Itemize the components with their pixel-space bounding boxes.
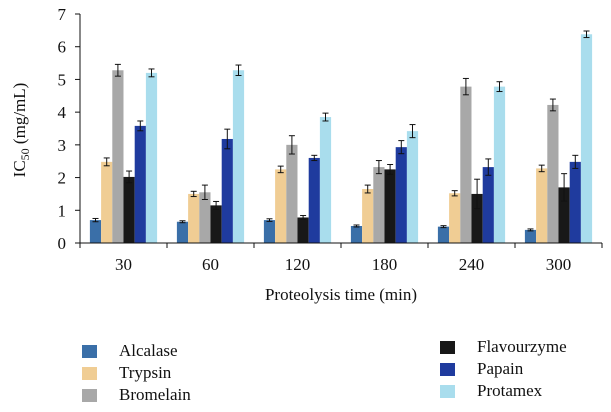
error-bar-trypsin-300 — [538, 164, 545, 173]
error-bar-papain-180 — [398, 140, 405, 155]
bar-alcalase-60 — [176, 221, 189, 243]
error-bar-bromelain-60 — [201, 184, 208, 200]
error-bar-alcalase-60 — [179, 220, 186, 224]
error-bar-bromelain-180 — [375, 160, 382, 175]
bar-trypsin-60 — [188, 193, 200, 243]
bar-flavourzyme-180 — [384, 169, 396, 243]
bar-bromelain-300 — [547, 104, 559, 243]
y-axis-title-main: IC — [10, 160, 29, 177]
error-bar-protamex-60 — [235, 64, 242, 77]
bar-protamex-240 — [493, 86, 506, 243]
bar-bromelain-180 — [373, 167, 385, 243]
error-bar-papain-30 — [137, 120, 144, 132]
y-axis-title-subscript: 50 — [18, 148, 32, 160]
bar-protamex-60 — [232, 70, 245, 244]
bar-papain-30 — [134, 125, 146, 243]
x-tick-label: 60 — [202, 255, 219, 274]
error-bar-protamex-30 — [148, 68, 155, 78]
x-tick-label: 300 — [546, 255, 572, 274]
error-bar-papain-120 — [311, 154, 318, 162]
bar-protamex-30 — [145, 72, 158, 243]
bar-flavourzyme-120 — [297, 217, 309, 243]
error-bar-flavourzyme-60 — [213, 200, 220, 210]
error-bar-protamex-180 — [409, 124, 416, 139]
y-tick-label: 2 — [58, 169, 67, 188]
bar-flavourzyme-300 — [558, 187, 570, 243]
error-bar-trypsin-240 — [451, 190, 458, 197]
error-bar-papain-300 — [572, 154, 579, 169]
error-bar-trypsin-60 — [190, 190, 197, 198]
x-tick-label: 30 — [115, 255, 132, 274]
x-tick-label: 120 — [285, 255, 311, 274]
bar-alcalase-240 — [437, 226, 450, 243]
bar-papain-120 — [308, 157, 320, 243]
error-bars-layer — [92, 30, 590, 232]
bar-flavourzyme-240 — [471, 193, 483, 243]
x-axis-title: Proteolysis time (min) — [265, 285, 417, 304]
error-bar-alcalase-120 — [266, 218, 273, 222]
x-ticks: 30 60 120 180 240 300 — [79, 243, 603, 274]
bar-protamex-120 — [319, 117, 332, 243]
bar-protamex-180 — [406, 131, 419, 243]
error-bar-protamex-240 — [496, 81, 503, 93]
bar-alcalase-120 — [263, 220, 276, 243]
bar-trypsin-30 — [101, 161, 113, 243]
error-bar-bromelain-30 — [114, 63, 121, 77]
y-axis-title: IC50 (mg/mL) — [10, 83, 32, 178]
bar-protamex-300 — [580, 34, 593, 243]
y-tick-label: 1 — [58, 201, 67, 220]
bar-flavourzyme-30 — [123, 176, 135, 243]
y-tick-label: 0 — [58, 234, 67, 253]
error-bar-flavourzyme-300 — [561, 173, 568, 202]
bar-alcalase-300 — [524, 229, 537, 243]
error-bar-flavourzyme-240 — [474, 178, 481, 210]
bar-bromelain-120 — [286, 144, 298, 243]
y-axis-title-rest: (mg/mL) — [10, 83, 29, 149]
bar-trypsin-120 — [275, 169, 287, 243]
y-tick-label: 3 — [58, 136, 67, 155]
error-bar-bromelain-240 — [462, 77, 469, 96]
bar-alcalase-30 — [89, 220, 102, 243]
bar-papain-300 — [569, 161, 581, 243]
y-ticks: 0 1 2 3 4 5 6 7 — [58, 5, 80, 253]
x-tick-label: 240 — [459, 255, 485, 274]
bar-papain-240 — [482, 167, 494, 243]
error-bar-alcalase-300 — [527, 228, 534, 232]
error-bar-flavourzyme-120 — [300, 215, 307, 220]
error-bar-protamex-120 — [322, 112, 329, 122]
bar-alcalase-180 — [350, 225, 363, 243]
bar-bromelain-240 — [460, 86, 472, 243]
error-bar-alcalase-30 — [92, 217, 99, 223]
y-tick-label: 6 — [58, 38, 67, 57]
error-bar-bromelain-300 — [549, 98, 556, 112]
bar-trypsin-180 — [362, 189, 374, 243]
bar-papain-60 — [221, 138, 233, 243]
error-bar-flavourzyme-30 — [126, 170, 133, 184]
y-tick-label: 5 — [58, 70, 67, 89]
error-bar-papain-60 — [224, 128, 231, 150]
y-tick-label: 4 — [58, 103, 67, 122]
error-bar-trypsin-180 — [364, 184, 371, 194]
error-bar-trypsin-30 — [103, 157, 110, 167]
bar-trypsin-240 — [449, 193, 461, 243]
error-bar-bromelain-120 — [288, 135, 295, 155]
bar-bromelain-30 — [112, 70, 124, 244]
bar-bromelain-60 — [199, 192, 211, 243]
error-bar-alcalase-240 — [440, 225, 447, 229]
x-tick-label: 180 — [372, 255, 398, 274]
bar-flavourzyme-60 — [210, 205, 222, 243]
y-tick-label: 7 — [58, 5, 67, 24]
error-bar-trypsin-120 — [277, 165, 284, 174]
bar-trypsin-300 — [536, 168, 548, 243]
error-bar-flavourzyme-180 — [387, 163, 394, 175]
bar-papain-180 — [395, 147, 407, 243]
bars-layer — [89, 34, 593, 244]
error-bar-protamex-300 — [583, 30, 590, 39]
error-bar-alcalase-180 — [353, 224, 360, 228]
error-bar-papain-240 — [485, 158, 492, 176]
